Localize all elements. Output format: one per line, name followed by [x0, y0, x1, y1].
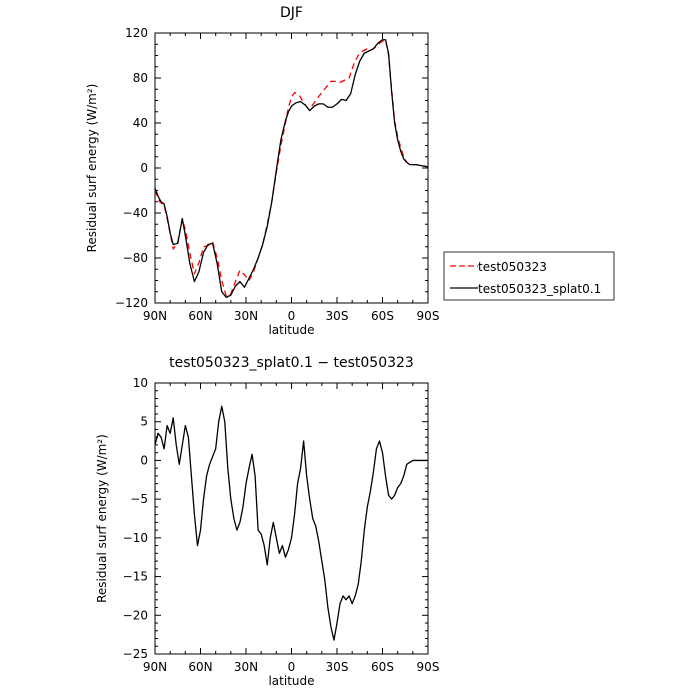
plot-frame — [154, 382, 429, 655]
x-tick-label: 90N — [143, 309, 167, 323]
x-axis-label: latitude — [268, 674, 314, 688]
y-tick-label: −120 — [115, 296, 148, 310]
panel-1: 90N 60N 30N 0 30S 60S 90S −120 −80 −40 0 40 80 120 DJF… — [85, 5, 615, 337]
legend-label: test050323_splat0.1 — [478, 282, 601, 296]
x-tick-label: 30S — [326, 309, 349, 323]
y-axis-label: Residual surf energy (W/m²) — [95, 434, 109, 603]
legend: test050323 test050323_splat0.1 — [443, 251, 615, 301]
x-tick-label: 30N — [234, 309, 258, 323]
chart-title: DJF — [280, 5, 303, 21]
y-tick-label: −15 — [123, 570, 148, 584]
y-tick-label: 5 — [140, 415, 148, 429]
y-tick-label: −20 — [123, 608, 148, 622]
chart-title: test050323_splat0.1 − test050323 — [169, 355, 414, 371]
x-tick-label: 90S — [417, 309, 440, 323]
legend-label: test050323 — [478, 260, 547, 274]
series-line-1 — [154, 405, 428, 641]
y-tick-label: 0 — [140, 453, 148, 467]
y-tick-label: −25 — [123, 647, 148, 661]
y-tick-label: 120 — [125, 26, 148, 40]
x-tick-label: 90S — [417, 660, 440, 674]
x-tick-label: 60N — [188, 309, 212, 323]
y-tick-label: −80 — [123, 251, 148, 265]
panel-2: 90N 60N 30N 0 30S 60S 90S −25 −20 −15 −10 −5 0 5 10 tes… — [95, 355, 439, 688]
y-tick-label: −40 — [123, 206, 148, 220]
x-tick-label: 60S — [371, 309, 394, 323]
y-tick-label: 40 — [133, 116, 148, 130]
y-axis-label: Residual surf energy (W/m²) — [85, 84, 99, 253]
y-tick-label: −5 — [130, 492, 148, 506]
plot-frame — [154, 32, 429, 304]
x-tick-label: 60N — [188, 660, 212, 674]
x-tick-label: 0 — [288, 660, 296, 674]
x-tick-label: 0 — [288, 309, 296, 323]
y-tick-label: −10 — [123, 531, 148, 545]
x-tick-label: 30S — [326, 660, 349, 674]
y-tick-label: 0 — [140, 161, 148, 175]
y-tick-label: 80 — [133, 71, 148, 85]
y-tick-label: 10 — [133, 376, 148, 390]
x-tick-label: 30N — [234, 660, 258, 674]
x-tick-label: 60S — [371, 660, 394, 674]
x-tick-label: 90N — [143, 660, 167, 674]
series-line-2 — [154, 39, 429, 299]
x-axis-label: latitude — [268, 323, 314, 337]
legend-box — [443, 251, 615, 301]
series-line-1 — [154, 39, 429, 297]
